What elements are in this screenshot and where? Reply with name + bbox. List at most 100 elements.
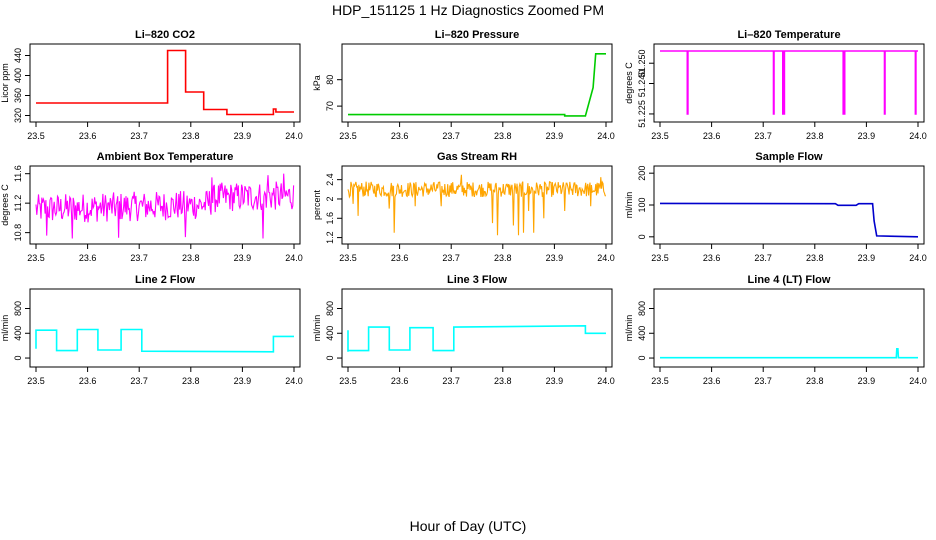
y-axis-label: degrees C (0, 184, 10, 226)
x-tick-label: 23.5 (27, 253, 45, 263)
x-tick-label: 23.7 (754, 253, 772, 263)
x-tick-label: 23.6 (391, 253, 409, 263)
x-tick-label: 24.0 (909, 253, 927, 263)
y-tick-label: 0 (13, 356, 23, 361)
y-tick-label: 10.8 (13, 224, 23, 242)
x-tick-label: 23.8 (806, 131, 824, 141)
y-tick-label: 0 (637, 234, 647, 239)
x-tick-label: 23.5 (27, 131, 45, 141)
y-axis-label: ml/min (624, 315, 634, 342)
chart-title: Sample Flow (755, 151, 823, 163)
x-tick-label: 23.5 (339, 253, 357, 263)
chart-title: Line 4 (LT) Flow (748, 274, 831, 286)
series-line (36, 49, 294, 116)
x-tick-label: 23.6 (703, 376, 721, 386)
y-tick-label: 2.4 (325, 173, 335, 186)
series-line (660, 347, 918, 359)
chart-panel: Line 2 Flow ml/min 23.5 23.6 23.7 23.8 23.9 24.… (0, 274, 303, 386)
x-tick-label: 24.0 (285, 131, 303, 141)
x-tick-label: 23.8 (494, 376, 512, 386)
y-tick-label: 0 (325, 356, 335, 361)
x-tick-label: 23.7 (442, 131, 460, 141)
plot-frame (341, 288, 613, 368)
chart-panel: Li–820 Pressure kPa 23.5 23.6 23.7 23.8 23.9 24… (312, 29, 615, 141)
y-axis-label: kPa (312, 75, 322, 91)
chart-panel: Li–820 Temperature degrees C 23.5 23.6 23.7 2… (624, 29, 927, 141)
x-tick-label: 23.9 (858, 131, 876, 141)
chart-panel: Ambient Box Temperature degrees C 23.5 23.6… (0, 151, 303, 263)
y-tick-label: 2 (325, 196, 335, 201)
x-tick-label: 23.5 (651, 376, 669, 386)
x-tick-label: 23.8 (494, 253, 512, 263)
y-tick-label: 51.250 (637, 49, 647, 77)
x-tick-label: 23.7 (754, 376, 772, 386)
series-line (35, 173, 295, 239)
x-tick-label: 24.0 (597, 376, 615, 386)
figure-title: HDP_151125 1 Hz Diagnostics Zoomed PM (331, 2, 605, 18)
x-tick-label: 23.9 (234, 131, 252, 141)
plot-frame (29, 165, 301, 245)
x-tick-label: 23.6 (391, 131, 409, 141)
x-tick-label: 23.6 (703, 131, 721, 141)
plot-frame (653, 165, 925, 245)
x-tick-label: 23.9 (546, 376, 564, 386)
plot-frame (341, 43, 613, 123)
x-tick-label: 23.7 (130, 253, 148, 263)
y-tick-label: 80 (325, 75, 335, 85)
x-tick-label: 23.8 (182, 253, 200, 263)
plot-frame (653, 288, 925, 368)
y-axis-label: percent (312, 189, 322, 220)
chart-title: Li–820 CO2 (135, 29, 195, 41)
x-tick-label: 23.9 (234, 253, 252, 263)
chart-panel: Line 3 Flow ml/min 23.5 23.6 23.7 23.8 23.9 24.… (312, 274, 615, 386)
chart-panel: Sample Flow ml/min 23.5 23.6 23.7 23.8 23.9 24.… (624, 151, 927, 263)
series-line (35, 328, 294, 353)
series-line (348, 52, 606, 117)
chart-panel: Line 4 (LT) Flow ml/min 23.5 23.6 23.7 23.8 23… (624, 274, 927, 386)
plot-frame (341, 165, 613, 245)
y-axis-label: Licor ppm (0, 63, 10, 103)
y-tick-label: 360 (13, 88, 23, 103)
chart-title: Li–820 Pressure (435, 29, 519, 41)
x-tick-label: 23.6 (79, 376, 97, 386)
series-line (347, 324, 606, 352)
series-line (347, 174, 606, 236)
x-tick-label: 23.6 (703, 253, 721, 263)
x-tick-label: 24.0 (285, 376, 303, 386)
x-tick-label: 24.0 (285, 253, 303, 263)
y-axis-label: degrees C (624, 62, 634, 104)
x-tick-label: 24.0 (597, 253, 615, 263)
y-tick-label: 51.225 (637, 100, 647, 128)
series-line (659, 202, 919, 238)
x-tick-label: 23.7 (130, 376, 148, 386)
plot-frame (29, 43, 301, 123)
x-tick-label: 23.5 (651, 131, 669, 141)
y-tick-label: 400 (637, 326, 647, 341)
plot-frame (653, 43, 925, 123)
x-tick-label: 23.7 (754, 131, 772, 141)
x-tick-label: 23.9 (234, 376, 252, 386)
x-tick-label: 23.9 (546, 253, 564, 263)
chart-title: Ambient Box Temperature (97, 151, 234, 163)
y-tick-label: 70 (325, 101, 335, 111)
x-tick-label: 23.9 (858, 253, 876, 263)
y-tick-label: 800 (325, 301, 335, 316)
x-tick-label: 23.5 (651, 253, 669, 263)
chart-title: Li–820 Temperature (737, 29, 840, 41)
y-tick-label: 1.6 (325, 212, 335, 225)
x-tick-label: 23.6 (391, 376, 409, 386)
y-tick-label: 800 (637, 301, 647, 316)
x-tick-label: 23.8 (806, 253, 824, 263)
chart-title: Line 2 Flow (135, 274, 195, 286)
x-tick-label: 23.5 (339, 131, 357, 141)
x-tick-label: 23.6 (79, 253, 97, 263)
y-tick-label: 51.240 (637, 70, 647, 98)
y-tick-label: 200 (637, 166, 647, 181)
x-tick-label: 24.0 (909, 376, 927, 386)
x-tick-label: 23.6 (79, 131, 97, 141)
x-tick-label: 24.0 (597, 131, 615, 141)
y-tick-label: 1.2 (325, 231, 335, 244)
y-tick-label: 400 (13, 326, 23, 341)
chart-panel: Gas Stream RH percent 23.5 23.6 23.7 23.8 23.9… (312, 151, 615, 263)
plot-frame (29, 288, 301, 368)
